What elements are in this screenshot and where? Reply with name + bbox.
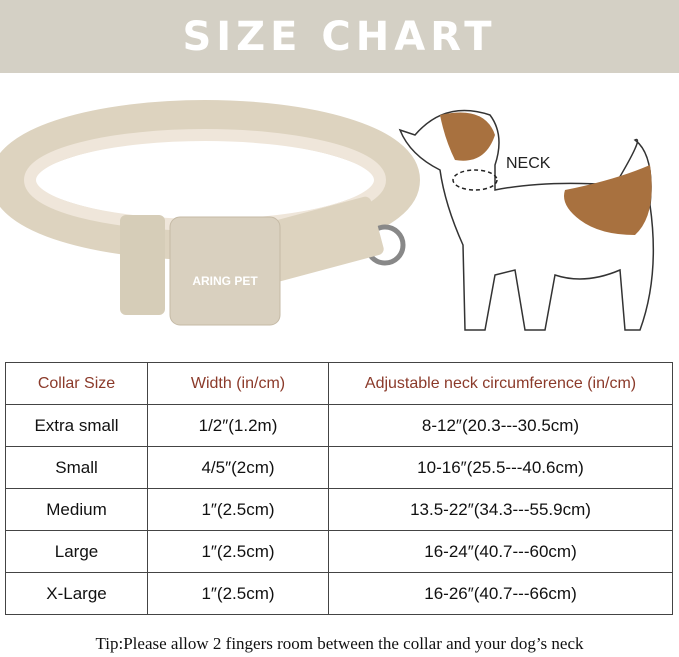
cell-width: 1″(2.5cm) — [147, 488, 329, 531]
table-row: X-Large 1″(2.5cm) 16-26″(40.7---66cm) — [5, 572, 673, 615]
table-header-row: Collar Size Width (in/cm) Adjustable nec… — [5, 362, 673, 405]
collar-image: ARING PET — [0, 100, 420, 326]
cell-size: Small — [5, 446, 148, 489]
header-collar-size: Collar Size — [5, 362, 148, 405]
dog-illustration — [398, 109, 655, 331]
table-row: Small 4/5″(2cm) 10-16″(25.5---40.6cm) — [5, 446, 673, 489]
collar-logo: ARING PET — [192, 274, 258, 288]
tip-text: Tip:Please allow 2 fingers room between … — [95, 634, 584, 653]
title-banner: SIZE CHART — [0, 0, 679, 73]
page-title: SIZE CHART — [182, 13, 497, 60]
cell-size: X-Large — [5, 572, 148, 615]
neck-label: NECK — [506, 155, 551, 172]
cell-width: 4/5″(2cm) — [147, 446, 329, 489]
cell-width: 1″(2.5cm) — [147, 530, 329, 573]
table-row: Large 1″(2.5cm) 16-24″(40.7---60cm) — [5, 530, 673, 573]
cell-size: Extra small — [5, 404, 148, 447]
size-table: Collar Size Width (in/cm) Adjustable nec… — [5, 362, 673, 615]
cell-width: 1″(2.5cm) — [147, 572, 329, 615]
cell-size: Large — [5, 530, 148, 573]
cell-neck: 10-16″(25.5---40.6cm) — [328, 446, 673, 489]
header-neck: Adjustable neck circumference (in/cm) — [328, 362, 673, 405]
table-row: Medium 1″(2.5cm) 13.5-22″(34.3---55.9cm) — [5, 488, 673, 531]
cell-neck: 16-24″(40.7---60cm) — [328, 530, 673, 573]
cell-neck: 8-12″(20.3---30.5cm) — [328, 404, 673, 447]
table-row: Extra small 1/2″(1.2m) 8-12″(20.3---30.5cm… — [5, 404, 673, 447]
cell-neck: 13.5-22″(34.3---55.9cm) — [328, 488, 673, 531]
cell-width: 1/2″(1.2m) — [147, 404, 329, 447]
cell-size: Medium — [5, 488, 148, 531]
cell-neck: 16-26″(40.7---66cm) — [328, 572, 673, 615]
header-width: Width (in/cm) — [147, 362, 329, 405]
